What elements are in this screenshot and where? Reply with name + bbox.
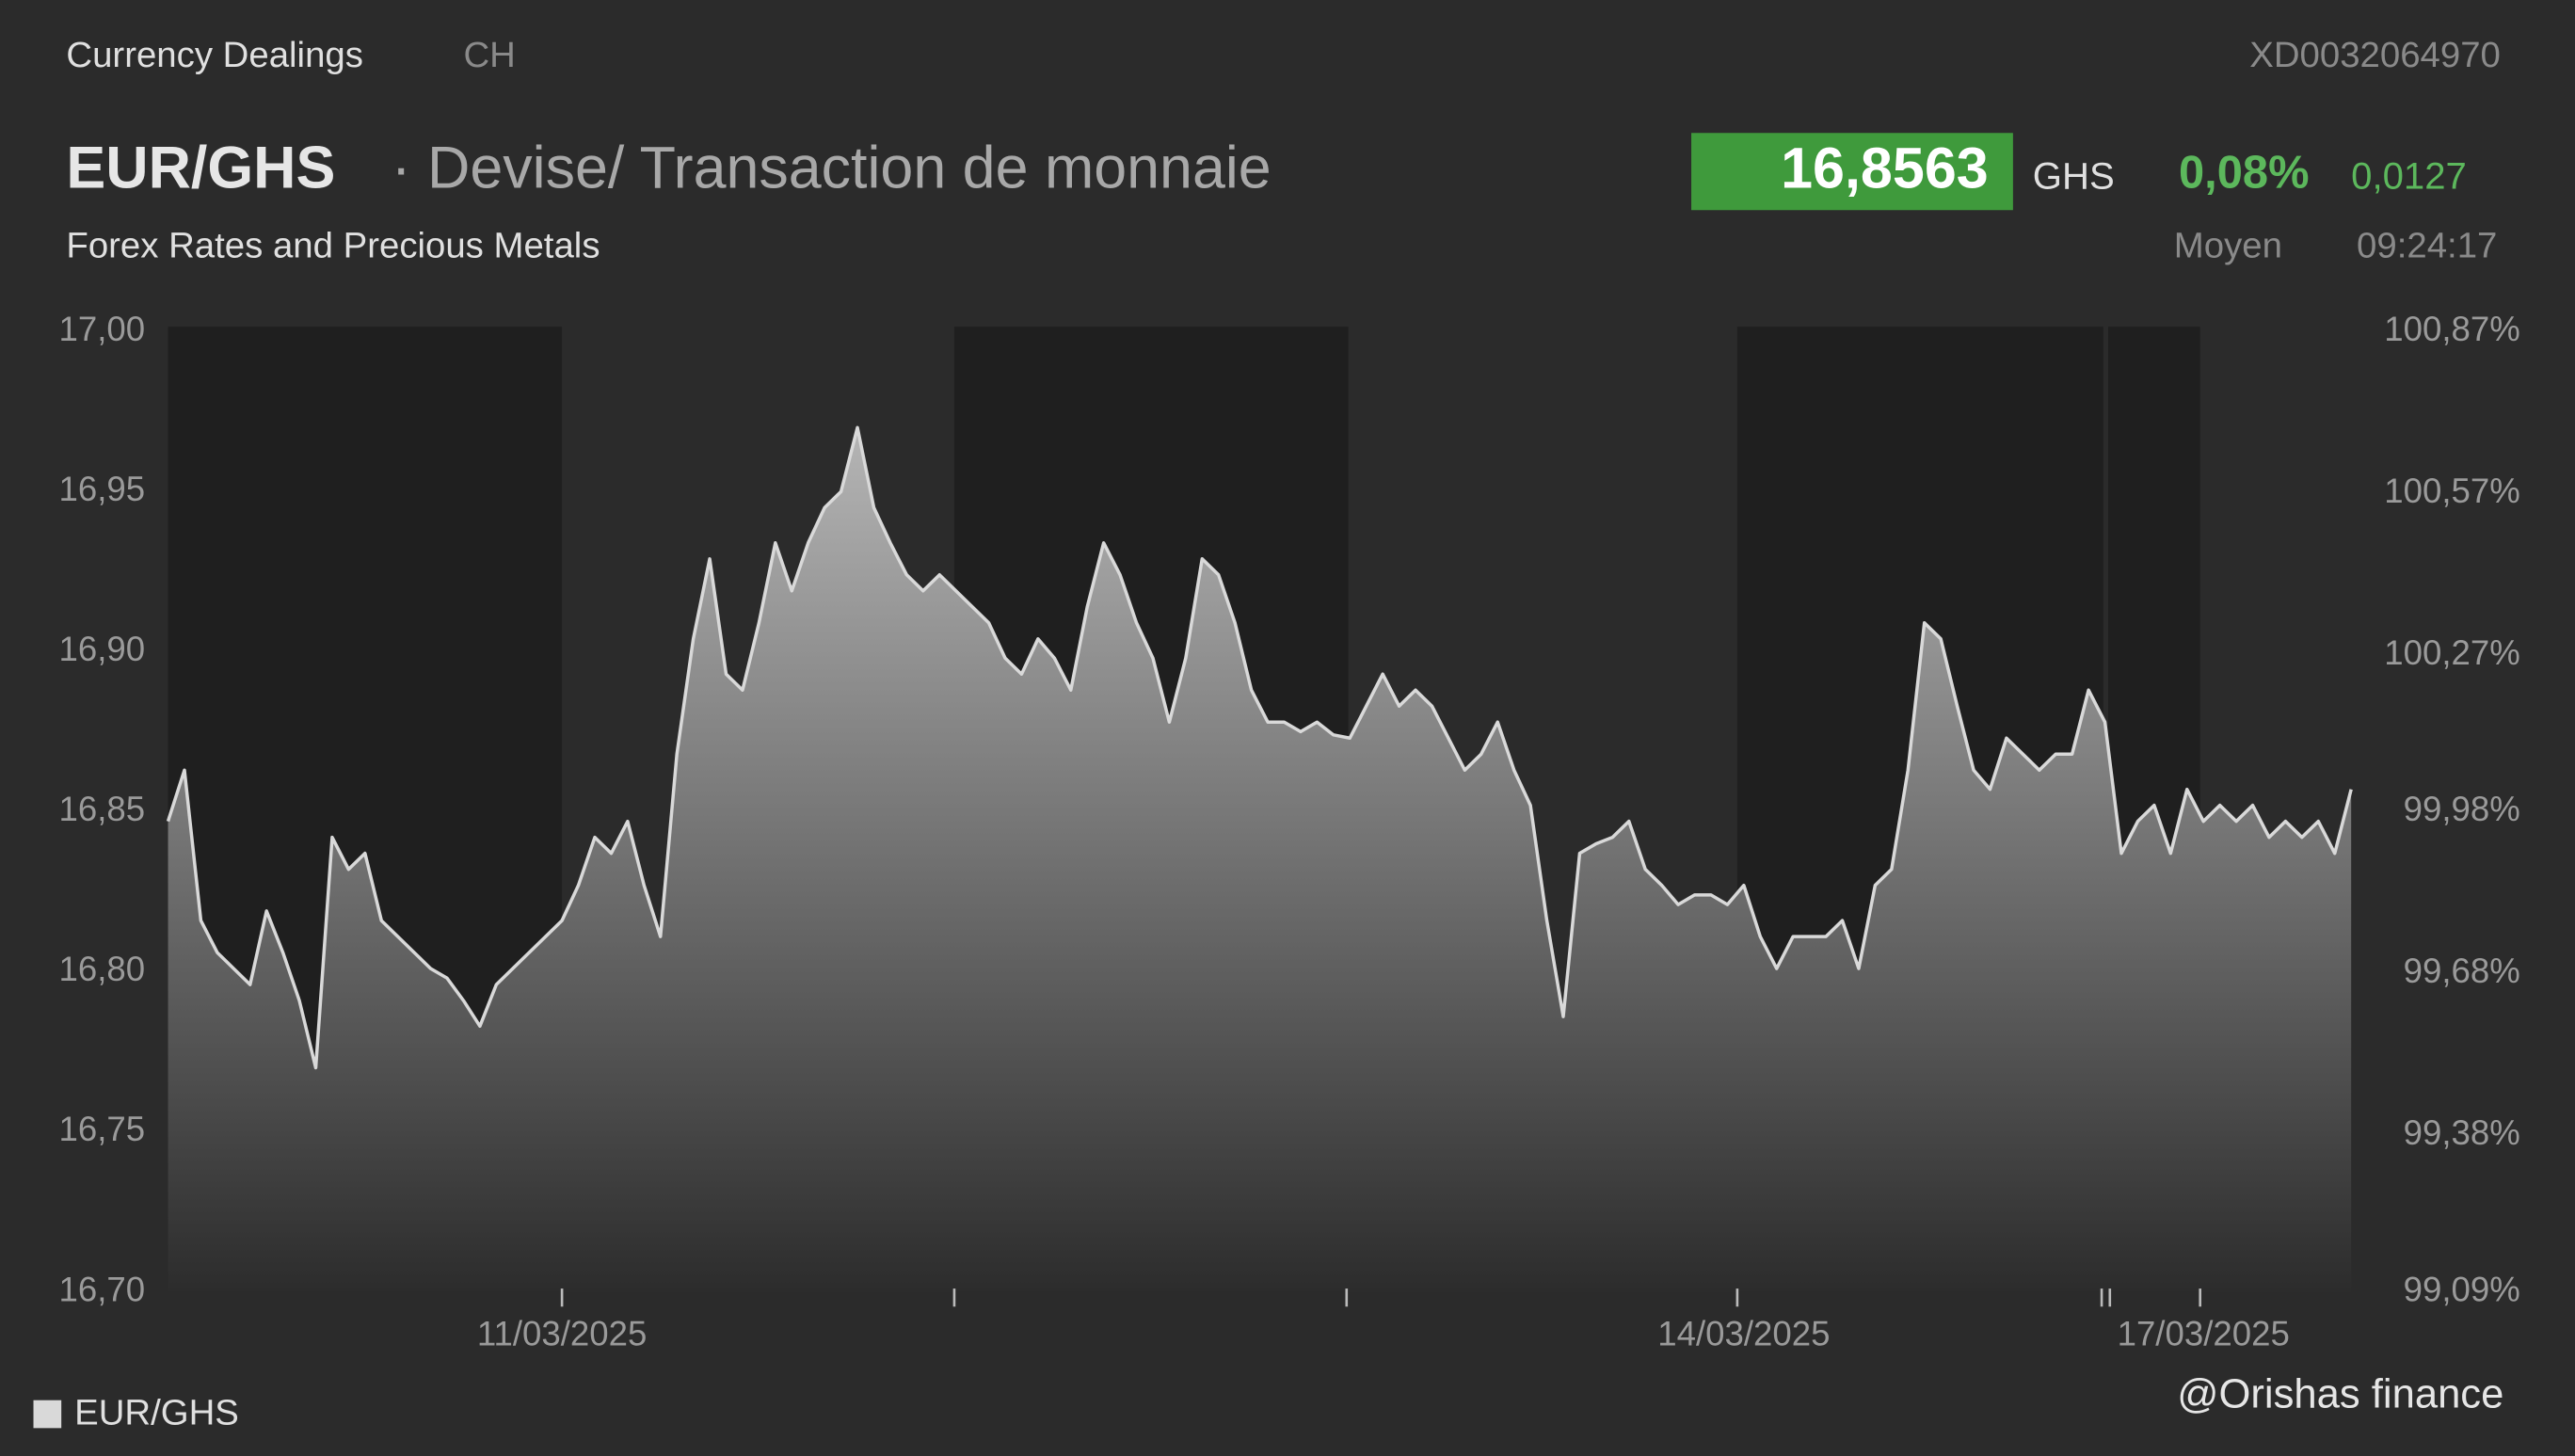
- price: 16,8563: [1781, 136, 1989, 200]
- y2-tick-label: 99,68%: [2404, 952, 2520, 990]
- y2-tick-label: 99,09%: [2404, 1270, 2520, 1308]
- y2-tick-label: 100,87%: [2384, 310, 2520, 348]
- isin: XD0032064970: [2249, 35, 2501, 75]
- y-tick-label: 16,90: [58, 630, 145, 668]
- y-tick-label: 16,95: [58, 470, 145, 508]
- change-pct: 0,08%: [2179, 148, 2309, 199]
- price-box: [1691, 133, 2013, 211]
- y2-tick-label: 100,27%: [2384, 633, 2520, 672]
- x-tick-label: 14/03/2025: [1657, 1314, 1830, 1352]
- description: · Devise/ Transaction de monnaie: [392, 136, 1272, 201]
- area-fill: [168, 427, 2352, 1292]
- pair-title: EUR/GHS: [66, 136, 335, 201]
- y-tick-label: 17,00: [58, 310, 145, 348]
- price-line: [166, 425, 2353, 1070]
- section-label: Currency Dealings: [66, 35, 363, 75]
- y-tick-label: 16,80: [58, 950, 145, 988]
- y2-tick-label: 99,38%: [2404, 1113, 2520, 1152]
- y-tick-label: 16,85: [58, 790, 145, 828]
- price-type: Moyen: [2174, 225, 2282, 265]
- x-tick-label: 11/03/2025: [477, 1314, 648, 1352]
- legend-swatch: [33, 1400, 62, 1429]
- y2-tick-label: 99,98%: [2404, 790, 2520, 828]
- plot: [166, 425, 2353, 1292]
- subtitle: Forex Rates and Precious Metals: [66, 225, 600, 265]
- legend-label: EUR/GHS: [74, 1393, 239, 1433]
- y2-tick-label: 100,57%: [2384, 472, 2520, 510]
- y-tick-label: 16,75: [58, 1110, 145, 1148]
- y-tick-label: 16,70: [58, 1270, 145, 1308]
- currency: GHS: [2033, 156, 2115, 198]
- x-tick-label: 17/03/2025: [2118, 1314, 2290, 1352]
- change-abs: 0,0127: [2351, 156, 2467, 198]
- x-tick-marks: [560, 1288, 2202, 1307]
- watermark: @Orishas finance: [2177, 1372, 2503, 1417]
- time: 09:24:17: [2357, 225, 2497, 265]
- country-label: CH: [463, 35, 515, 75]
